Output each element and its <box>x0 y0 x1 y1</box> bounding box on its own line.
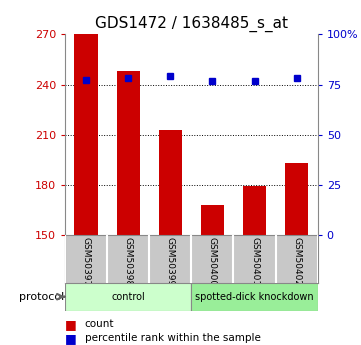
Text: ■: ■ <box>65 318 77 331</box>
Text: spotted-dick knockdown: spotted-dick knockdown <box>195 292 314 302</box>
Bar <box>117 71 140 235</box>
Bar <box>159 129 182 235</box>
Text: count: count <box>85 319 114 329</box>
Text: percentile rank within the sample: percentile rank within the sample <box>85 333 261 343</box>
Title: GDS1472 / 1638485_s_at: GDS1472 / 1638485_s_at <box>95 16 288 32</box>
Text: GSM50402: GSM50402 <box>292 237 301 286</box>
Text: control: control <box>111 292 145 302</box>
Bar <box>74 34 97 235</box>
Text: protocol: protocol <box>19 292 64 302</box>
Text: ■: ■ <box>65 332 77 345</box>
Bar <box>191 283 318 310</box>
Text: GSM50399: GSM50399 <box>166 237 175 286</box>
Text: GSM50401: GSM50401 <box>250 237 259 286</box>
Bar <box>285 163 308 235</box>
Text: GSM50397: GSM50397 <box>82 237 91 286</box>
Bar <box>201 205 224 235</box>
Bar <box>65 283 191 310</box>
Bar <box>243 186 266 235</box>
Text: GSM50400: GSM50400 <box>208 237 217 286</box>
Text: GSM50398: GSM50398 <box>124 237 132 286</box>
